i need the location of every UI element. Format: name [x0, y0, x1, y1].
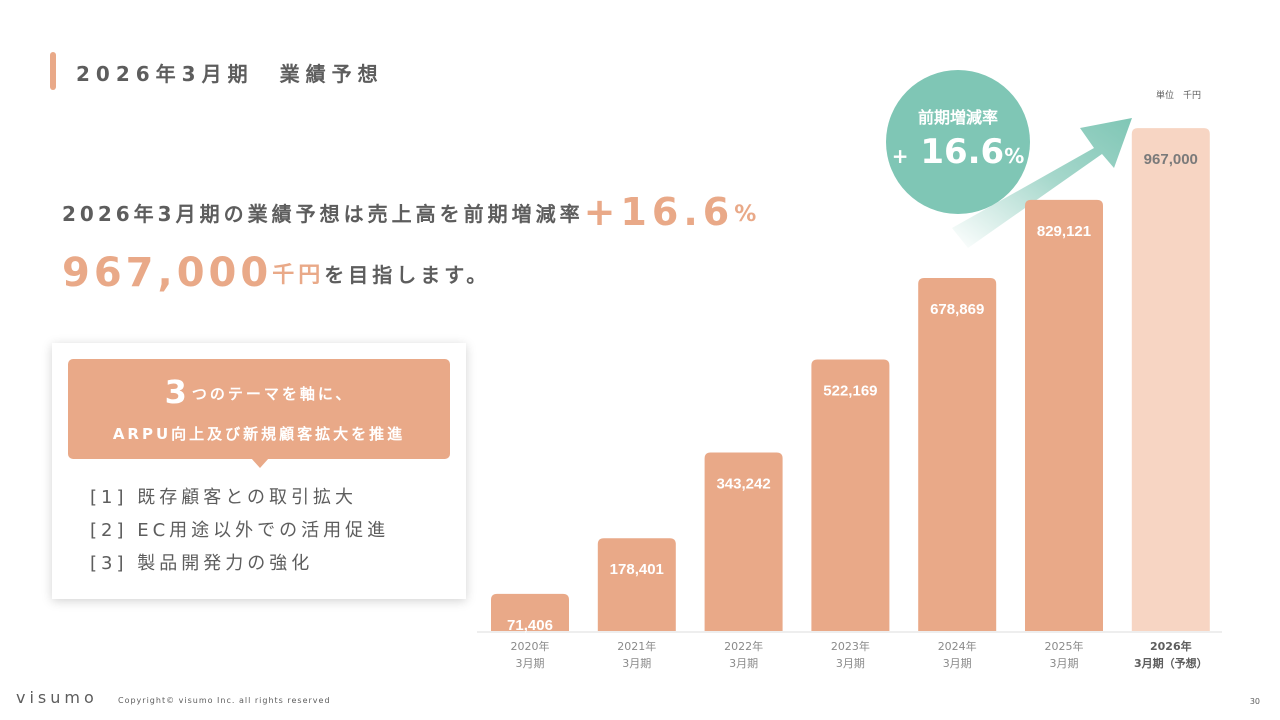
growth-arrow [952, 118, 1132, 248]
bar-value-label: 829,121 [1037, 223, 1091, 240]
x-tick-label: 3月期 [1050, 657, 1079, 670]
bar-2023年 [811, 359, 890, 631]
x-tick-label: 3月期 [622, 657, 651, 670]
growth-rate-badge: 前期増減率 + 16.6% [886, 70, 1030, 214]
bar-value-label: 178,401 [610, 561, 664, 578]
x-tick-label: 3月期（予想） [1134, 656, 1208, 670]
bar-value-label: 967,000 [1144, 151, 1198, 168]
title-accent-bar [50, 52, 56, 90]
headline-growth-value: +16.6 [583, 190, 735, 234]
bar-value-label: 71,406 [507, 617, 553, 634]
bar-2025年 [1025, 199, 1103, 631]
growth-rate-sign: + [891, 144, 909, 168]
bar-2020年 [491, 593, 569, 631]
bar-value-label: 343,242 [716, 476, 770, 493]
themes-card: 3 つのテーマを軸に、 ARPU向上及び新規顧客拡大を推進 [1] 既存顧客との取… [52, 343, 466, 599]
theme-item: [2] EC用途以外での活用促進 [90, 520, 390, 541]
headline-line1: 2026年3月期の業績予想は売上高を前期増減率+16.6% [62, 190, 760, 234]
headline-sales-value: 967,000 [62, 250, 273, 296]
themes-count: 3 [164, 373, 190, 411]
x-tick-label: 2021年 [617, 639, 656, 653]
bar-value-label: 678,869 [930, 301, 984, 318]
bar-value-label: 522,169 [823, 382, 877, 399]
bar-2024年 [918, 277, 997, 631]
bar-2026年 [1131, 128, 1210, 631]
x-tick-label: 2022年 [724, 639, 763, 653]
headline-sales-unit: 千円 [272, 263, 325, 288]
x-tick-label: 2026年 [1150, 639, 1192, 653]
growth-rate-value: 16.6 [920, 132, 1005, 172]
bar-2021年 [597, 538, 676, 631]
themes-heading: つのテーマを軸に、 [191, 385, 354, 403]
headline-line1-text: 2026年3月期の業績予想は売上高を前期増減率 [62, 202, 584, 226]
growth-rate-pct: % [1004, 144, 1025, 168]
headline-line2: 967,000千円を目指します。 [62, 250, 490, 296]
page-title: 2026年3月期 業績予想 [76, 62, 384, 86]
x-tick-label: 2023年 [831, 639, 870, 653]
x-tick-label: 2024年 [938, 639, 977, 653]
visumo-logo: visumo [16, 688, 98, 707]
themes-card-header: 3 つのテーマを軸に、 ARPU向上及び新規顧客拡大を推進 [68, 359, 450, 468]
copyright: Copyright© visumo Inc. all rights reserv… [118, 696, 331, 705]
theme-item: [3] 製品開発力の強化 [90, 553, 314, 574]
x-tick-label: 3月期 [729, 657, 758, 670]
x-tick-label: 3月期 [516, 657, 545, 670]
headline-growth-pct: % [734, 202, 761, 227]
growth-rate-label: 前期増減率 [917, 108, 998, 127]
themes-list: [1] 既存顧客との取引拡大 [2] EC用途以外での活用促進 [3] 製品開発… [90, 481, 389, 580]
theme-item: [1] 既存顧客との取引拡大 [90, 487, 358, 508]
headline-line2-text: を目指します。 [324, 263, 491, 287]
x-tick-label: 2020年 [511, 639, 550, 653]
x-tick-label: 3月期 [836, 657, 865, 670]
bar-2022年 [704, 452, 783, 631]
unit-label: 単位 千円 [1156, 91, 1202, 101]
themes-subheading: ARPU向上及び新規顧客拡大を推進 [112, 425, 406, 443]
x-tick-label: 2025年 [1045, 639, 1084, 653]
page-number: 30 [1249, 697, 1260, 706]
x-tick-label: 3月期 [943, 657, 972, 670]
